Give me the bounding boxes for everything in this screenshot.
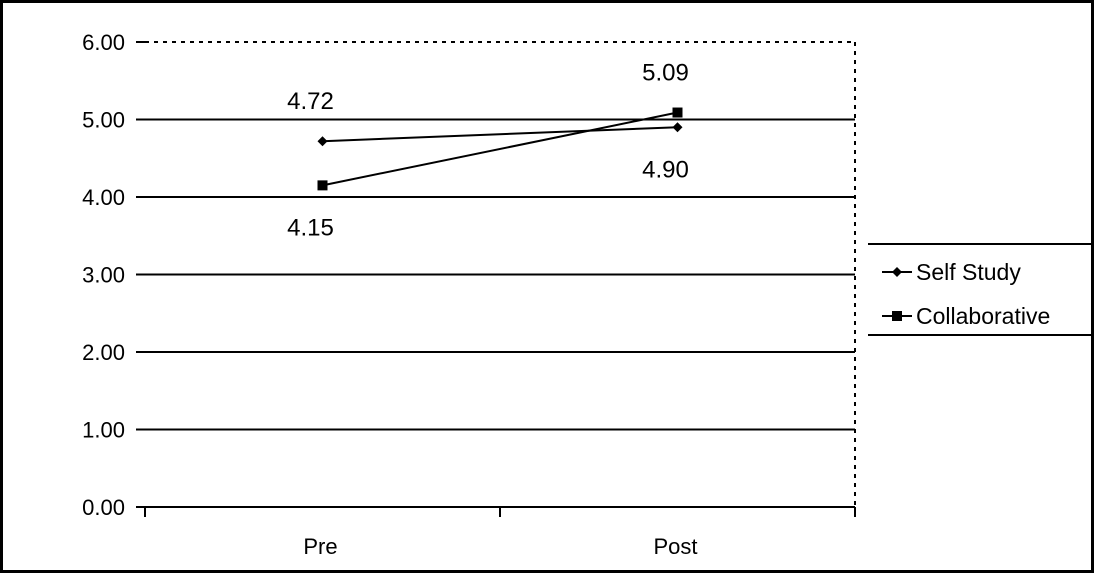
y-tick-label: 1.00 [82, 418, 125, 443]
series-line-self-study [322, 126, 678, 143]
data-point-self-study-pre [317, 136, 328, 147]
legend-marker-self-study [892, 267, 902, 277]
legend-label-self-study: Self Study [916, 259, 1021, 285]
y-tick-label: 4.00 [82, 185, 125, 210]
data-point-collaborative-pre [317, 180, 328, 191]
y-tick-label: 5.00 [82, 108, 125, 133]
data-label-collaborative-pre: 4.15 [287, 214, 334, 241]
axes: 0.00 1.00 2.00 3.00 4.00 5.00 6.00 Pre Post [82, 30, 856, 559]
x-tick-label-pre: Pre [303, 534, 337, 559]
y-tick-label: 0.00 [82, 495, 125, 520]
data-label-self-study-post: 4.90 [642, 156, 689, 183]
data-point-self-study-post [672, 122, 683, 133]
y-tick-label: 3.00 [82, 263, 125, 288]
data-label-collaborative-post: 5.09 [642, 60, 689, 87]
legend: Self Study Collaborative [868, 243, 1094, 336]
data-labels: 4.72 4.90 4.15 5.09 [287, 60, 689, 242]
x-tick-label-post: Post [653, 534, 697, 559]
legend-label-collaborative: Collaborative [916, 303, 1050, 329]
series-group [317, 107, 683, 191]
data-point-collaborative-post [672, 107, 683, 118]
series-line-collaborative [322, 111, 678, 187]
legend-marker-collaborative [892, 311, 902, 321]
y-tick-label: 2.00 [82, 340, 125, 365]
data-label-self-study-pre: 4.72 [287, 88, 334, 115]
y-tick-label: 6.00 [82, 30, 125, 55]
